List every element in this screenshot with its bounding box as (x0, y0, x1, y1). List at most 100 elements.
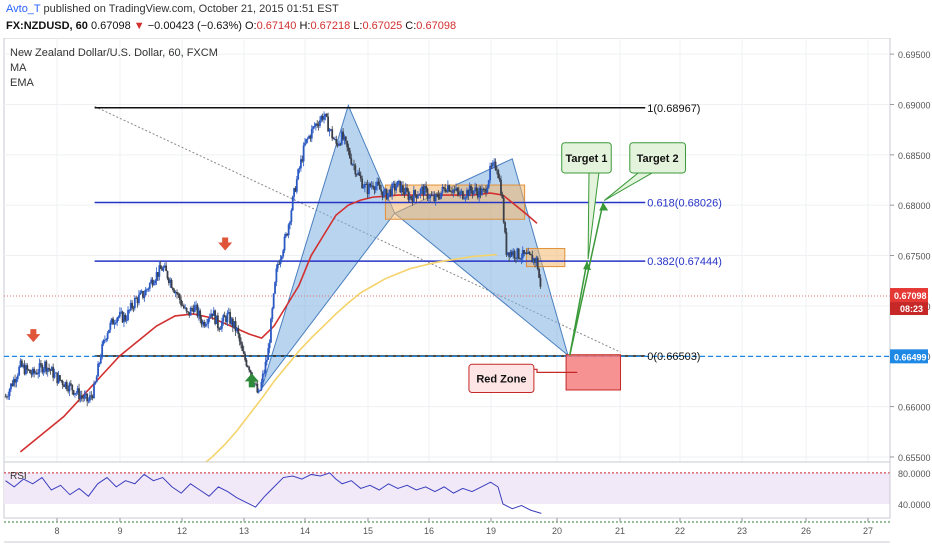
candle-body (212, 310, 215, 316)
candle-body (445, 191, 448, 193)
candle-body (328, 129, 331, 132)
candle-body (402, 185, 404, 192)
target-2-callout[interactable]: Target 2 (603, 142, 686, 201)
price-axis[interactable]: 0.69500 0.69000 0.68500 0.68000 0.67500 0.670… (889, 38, 931, 464)
candle-body (65, 382, 68, 390)
candle-body (512, 251, 515, 256)
candle-body (33, 368, 36, 374)
last-price-tag (890, 288, 928, 303)
candle-body (206, 323, 208, 325)
candle-body (483, 189, 486, 190)
candle-body (280, 256, 283, 260)
candle-body (523, 250, 526, 255)
candle-body (210, 313, 212, 318)
candle-body (457, 191, 460, 195)
candle-body (374, 185, 377, 191)
rsi-label[interactable]: RSI (10, 471, 27, 482)
candle-body (373, 187, 376, 191)
rsi-line (5, 472, 542, 514)
candle-body (148, 283, 151, 289)
candle-body (158, 265, 161, 277)
candle-body (49, 369, 52, 371)
candle-body (133, 297, 136, 308)
candle-body (14, 379, 16, 383)
candle-body (261, 373, 264, 382)
candle-body (268, 342, 271, 349)
rsi-tick-label: 40.0000 (898, 500, 931, 510)
fib-label-1: 1(0.68967) (647, 103, 700, 115)
candle-body (297, 169, 300, 180)
candle-body (446, 185, 449, 192)
candle-body (286, 233, 289, 236)
low-label: L: (353, 20, 363, 32)
candle-body (38, 363, 41, 373)
candle-body (226, 313, 229, 323)
candle-body (476, 191, 479, 198)
candle-body (527, 252, 530, 255)
candle-body (475, 187, 478, 192)
candle-body (177, 294, 180, 295)
candle-body (233, 321, 236, 328)
candle-body (314, 123, 317, 127)
candle-body (16, 375, 19, 379)
time-axis[interactable]: 8 9 12 13 14 15 16 19 20 21 22 23 26 27 (4, 518, 890, 543)
fib-label-0: 0(0.66503) (647, 351, 700, 363)
candle-body (355, 174, 358, 176)
candle-body (63, 385, 65, 388)
candle-body (430, 194, 433, 196)
indicator-ma-label[interactable]: MA (10, 62, 27, 74)
candle-body (298, 168, 301, 170)
time-tick-label: 9 (117, 526, 122, 536)
candle-body (64, 382, 67, 388)
red-zone-callout[interactable]: Red Zone (468, 363, 535, 393)
candle-body (270, 318, 272, 343)
candle-body (20, 360, 23, 367)
candle-body (520, 258, 523, 260)
price-tick-label: 0.69000 (898, 100, 931, 110)
candle-body (485, 189, 487, 193)
candle-body (54, 372, 57, 374)
candle-body (185, 307, 188, 312)
candle-body (50, 367, 53, 371)
candle-body (329, 129, 332, 131)
author-link[interactable]: Avto_T (6, 3, 41, 15)
candle-body (290, 210, 293, 222)
candle-body (362, 187, 365, 189)
indicator-ema-label[interactable]: EMA (10, 77, 35, 89)
candle-body (434, 194, 437, 202)
candle-body (482, 189, 485, 190)
candle-body (294, 188, 297, 192)
chart-title: New Zealand Dollar/U.S. Dollar, 60, FXCM (10, 47, 218, 59)
candle-body (173, 289, 176, 294)
candle-body (105, 338, 108, 340)
time-tick-label: 12 (177, 526, 187, 536)
candle-body (504, 222, 506, 233)
candle-body (135, 297, 138, 299)
candle-body (429, 194, 432, 199)
candle-body (470, 185, 472, 191)
candle-body (103, 339, 106, 341)
candle-body (359, 175, 362, 179)
candle-body (72, 390, 75, 395)
target-1-callout[interactable]: Target 1 (561, 142, 612, 260)
candle-body (350, 157, 353, 165)
candle-body (255, 383, 257, 385)
target-2-arrow[interactable] (569, 202, 604, 356)
candle-body (448, 185, 451, 192)
candle-body (181, 305, 184, 307)
candle-body (497, 170, 500, 179)
candle-body (389, 189, 392, 197)
price-chart[interactable]: Red Zone Target 1 Target 2 New Zealand D… (0, 38, 932, 550)
candle-body (310, 128, 313, 139)
diagonal-trend-line[interactable] (94, 106, 621, 353)
candle-body (275, 268, 278, 283)
candle-body (391, 183, 393, 197)
candle-body (393, 183, 396, 191)
candle-body (192, 308, 195, 313)
candle-body (79, 395, 82, 399)
candle-body (513, 251, 516, 258)
candle-body (459, 192, 462, 195)
price-tick-label: 0.65500 (898, 453, 931, 463)
candle-body (493, 161, 496, 163)
target-2-label: Target 2 (637, 153, 679, 165)
